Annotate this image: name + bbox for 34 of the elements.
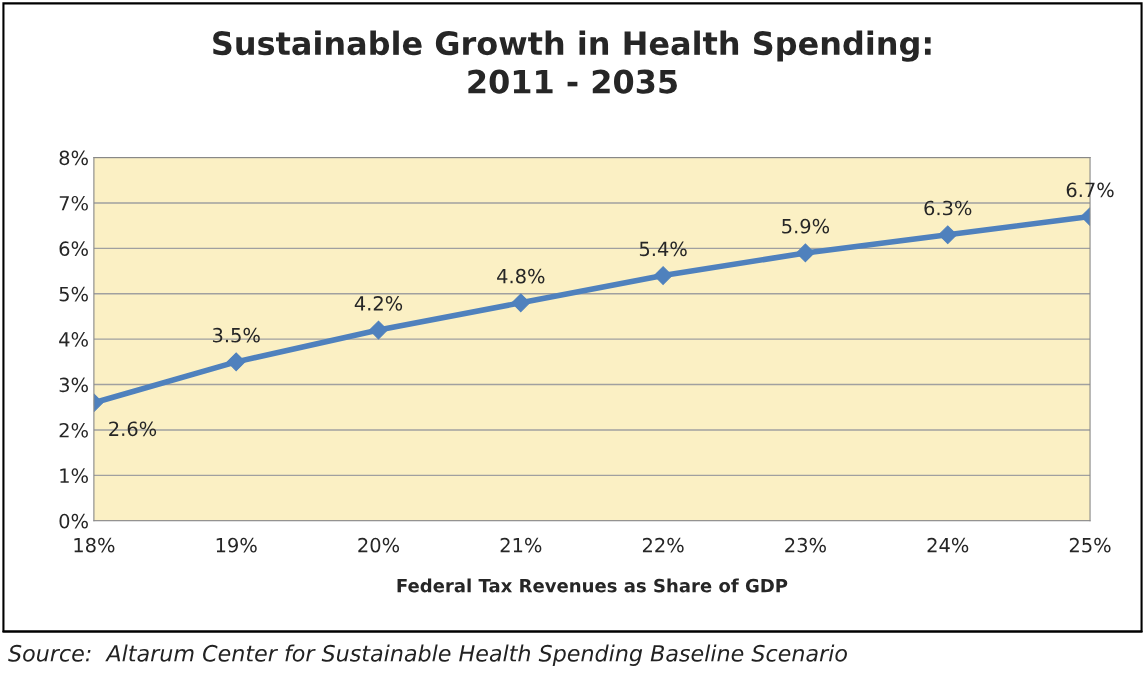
point [653,266,673,285]
point [511,293,531,313]
data-label: 5.4% [639,241,687,257]
y-tick-label: 4% [59,332,88,347]
y-tick-label: 0% [59,513,88,529]
data-label: 6.7% [1066,182,1114,198]
y-tick-label: 6% [59,241,88,257]
source-note: Source: Altarum Center for Sustainable Health Spending Baseline Scenario [8,644,847,666]
x-tick-label: 23% [785,537,826,553]
x-tick-label: 20% [358,537,400,553]
data-label: 4.2% [354,296,403,311]
x-tick-label: 25% [1069,537,1111,553]
y-tick-label: 2% [59,422,88,438]
y-tick-label: 8% [59,150,88,166]
x-tick-label: 22% [642,537,684,553]
point [796,243,815,263]
y-tick-label: 1% [60,468,88,484]
data-label: 5.9% [782,218,830,234]
point [226,352,246,372]
chart-title: Sustainable Growth in Health Spending: 2011 - 2035 [213,30,931,94]
y-tick-label: 3% [59,377,88,393]
data-label: 4.8% [497,268,545,284]
y-tick-label: 7% [59,195,88,211]
y-tick-label: 5% [59,286,88,302]
point [938,225,958,245]
x-tick-label: 18% [74,537,115,553]
data-label: 6.3% [924,200,972,216]
point [369,320,388,340]
x-tick-label: 21% [500,537,542,553]
data-label: 2.6% [109,421,157,437]
x-tick-label: 19% [216,537,257,553]
x-tick-label: 24% [927,537,969,553]
x-axis-title: Federal Tax Revenues as Share of GDP [397,578,788,593]
data-label: 3.5% [212,327,260,343]
